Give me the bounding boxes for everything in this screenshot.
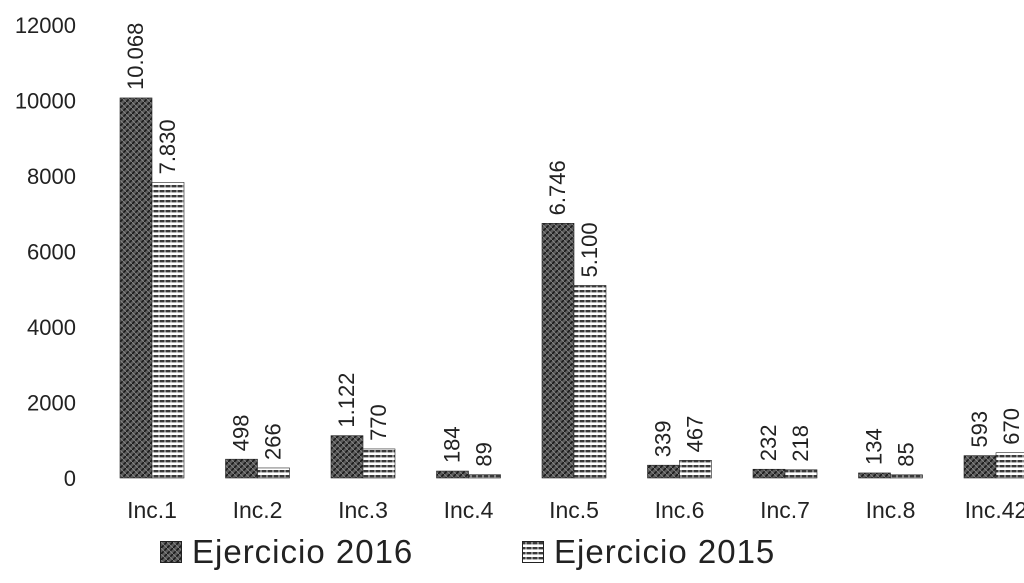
bar-2016 [225, 458, 258, 479]
data-label: 85 [894, 442, 919, 466]
x-tick-label: Inc.5 [549, 497, 599, 523]
bar-chart: 0 2000 4000 6000 8000 10000 12000 10.068 7.830 4… [15, 13, 1024, 523]
data-label: 593 [967, 411, 992, 448]
x-tick-label: Inc.7 [760, 497, 810, 523]
bar-2015 [362, 448, 396, 479]
x-tick-label: Inc.6 [655, 497, 705, 523]
data-label: 7.830 [155, 119, 180, 174]
legend: Ejercicio 2016 Ejercicio 2015 [0, 533, 1024, 583]
data-label: 498 [229, 414, 254, 451]
data-label: 6.746 [545, 160, 570, 215]
y-tick-label: 8000 [27, 164, 76, 189]
legend-swatch-2015-icon [522, 541, 544, 563]
bar-2016 [119, 97, 153, 479]
bars-group [119, 97, 1024, 479]
y-tick-label: 0 [64, 466, 76, 491]
x-tick-label: Inc.2 [233, 497, 283, 523]
bar-2016 [647, 464, 680, 479]
y-tick-label: 6000 [27, 240, 76, 265]
x-tick-label: Inc.1 [127, 497, 177, 523]
bar-2016 [858, 472, 891, 479]
bar-2015 [573, 285, 607, 479]
data-labels-group: 10.068 7.830 498 266 1.122 770 184 89 6.746 5.100… [123, 23, 1024, 467]
bar-2016 [436, 470, 469, 479]
legend-swatch-2016-icon [160, 541, 182, 563]
data-label: 5.100 [577, 222, 602, 277]
bar-2016 [963, 455, 997, 479]
x-tick-label: Inc.42 [965, 497, 1024, 523]
y-tick-label: 10000 [15, 89, 76, 114]
bar-2015 [784, 469, 818, 479]
y-axis: 0 2000 4000 6000 8000 10000 12000 [15, 13, 76, 491]
x-tick-label: Inc.4 [444, 497, 494, 523]
bar-2016 [541, 223, 575, 479]
bar-2015 [468, 474, 501, 479]
x-tick-label: Inc.8 [866, 497, 916, 523]
data-label: 232 [756, 425, 781, 462]
data-label: 89 [472, 442, 497, 466]
data-label: 218 [788, 425, 813, 462]
legend-item-2015: Ejercicio 2015 [522, 533, 775, 571]
data-label: 134 [862, 428, 887, 465]
x-tick-label: Inc.3 [338, 497, 388, 523]
data-label: 770 [366, 404, 391, 441]
bar-2016 [330, 435, 364, 479]
y-tick-label: 12000 [15, 13, 76, 38]
x-axis: Inc.1 Inc.2 Inc.3 Inc.4 Inc.5 Inc.6 Inc.7 Inc.8… [127, 497, 1024, 523]
data-label: 670 [999, 408, 1024, 445]
data-label: 184 [440, 426, 465, 463]
bar-2016 [752, 468, 786, 479]
bar-2015 [890, 474, 923, 479]
legend-label-2015: Ejercicio 2015 [554, 533, 776, 570]
legend-item-2016: Ejercicio 2016 [160, 533, 413, 571]
data-label: 10.068 [123, 23, 148, 90]
data-label: 467 [683, 416, 708, 453]
bar-2015 [995, 452, 1024, 479]
bar-2015 [151, 182, 185, 479]
bar-2015 [679, 460, 712, 479]
legend-label-2016: Ejercicio 2016 [192, 533, 414, 570]
data-label: 266 [261, 423, 286, 460]
y-tick-label: 4000 [27, 315, 76, 340]
data-label: 1.122 [334, 373, 359, 428]
y-tick-label: 2000 [27, 391, 76, 416]
data-label: 339 [651, 420, 676, 457]
bar-2015 [257, 467, 290, 479]
